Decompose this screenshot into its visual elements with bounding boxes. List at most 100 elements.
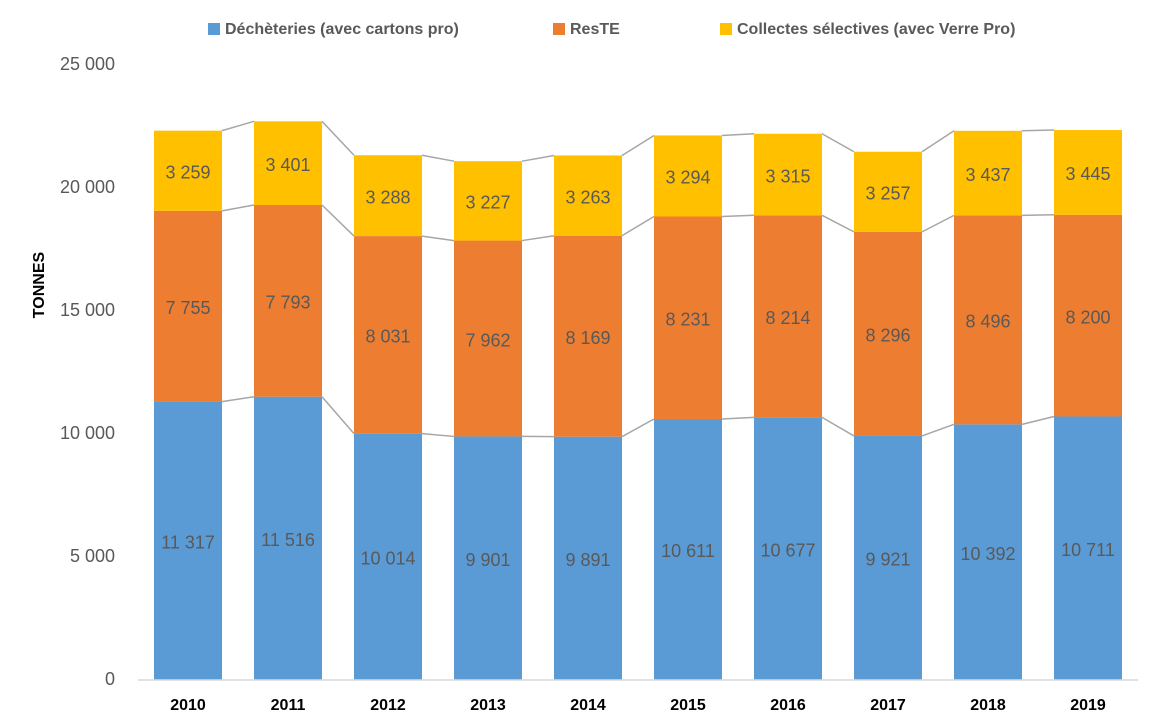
data-label: 10 392 bbox=[960, 544, 1015, 564]
series-line bbox=[321, 204, 355, 237]
bar-segment bbox=[854, 151, 922, 232]
x-tick-label: 2010 bbox=[170, 697, 206, 714]
series-line bbox=[521, 154, 555, 162]
series-line bbox=[621, 418, 655, 438]
series-line bbox=[321, 120, 355, 156]
bar-segment bbox=[654, 418, 722, 680]
x-tick-label: 2017 bbox=[870, 697, 906, 714]
series-line bbox=[1021, 129, 1055, 132]
series-line bbox=[221, 395, 255, 403]
bar-segment bbox=[454, 436, 522, 680]
series-line bbox=[521, 234, 555, 242]
bar-segment bbox=[1054, 416, 1122, 680]
bar-segment bbox=[154, 210, 222, 402]
data-label: 8 496 bbox=[965, 312, 1010, 332]
data-label: 3 263 bbox=[565, 187, 610, 207]
series-line bbox=[321, 396, 355, 435]
bar-segment bbox=[454, 161, 522, 241]
data-label: 3 259 bbox=[165, 162, 210, 182]
series-line bbox=[821, 214, 855, 233]
data-label: 3 227 bbox=[465, 193, 510, 213]
x-tick-label: 2015 bbox=[670, 697, 706, 714]
series-line bbox=[621, 134, 655, 157]
data-label: 8 231 bbox=[665, 309, 710, 329]
series-line bbox=[421, 154, 455, 162]
series-line bbox=[921, 130, 955, 153]
legend-label: Déchèteries (avec cartons pro) bbox=[225, 21, 459, 38]
bar-segment bbox=[554, 235, 622, 437]
data-label: 9 921 bbox=[865, 550, 910, 570]
legend-label: Collectes sélectives (avec Verre Pro) bbox=[737, 21, 1015, 38]
bar-segment bbox=[1054, 214, 1122, 417]
series-line bbox=[921, 423, 955, 437]
data-label: 3 437 bbox=[965, 165, 1010, 185]
series-line bbox=[421, 235, 455, 242]
bar-segment bbox=[754, 215, 822, 418]
x-tick-label: 2011 bbox=[271, 697, 306, 714]
bar-segment bbox=[754, 417, 822, 680]
bar-segment bbox=[354, 236, 422, 434]
series-line bbox=[221, 120, 255, 132]
x-tick-label: 2018 bbox=[970, 697, 1006, 714]
data-label: 8 214 bbox=[765, 308, 810, 328]
series-line bbox=[421, 432, 455, 438]
series-line bbox=[821, 133, 855, 153]
legend-swatch bbox=[553, 23, 565, 35]
y-tick-label: 25 000 bbox=[60, 54, 115, 74]
data-label: 10 611 bbox=[661, 541, 715, 561]
data-label: 10 677 bbox=[760, 540, 815, 560]
y-tick-label: 10 000 bbox=[60, 423, 115, 443]
data-label: 3 257 bbox=[865, 184, 910, 204]
bar-segment bbox=[554, 155, 622, 236]
bar-segment bbox=[954, 424, 1022, 680]
bar-segment bbox=[154, 401, 222, 680]
series-line bbox=[221, 204, 255, 212]
bar-segment bbox=[254, 396, 322, 680]
x-tick-label: 2013 bbox=[470, 697, 506, 714]
data-label: 8 200 bbox=[1065, 307, 1110, 327]
data-label: 7 793 bbox=[265, 293, 310, 313]
data-label: 7 962 bbox=[465, 330, 510, 350]
bar-segment bbox=[354, 155, 422, 237]
data-label: 3 294 bbox=[665, 168, 710, 188]
data-label: 9 901 bbox=[465, 550, 510, 570]
bar-segment bbox=[254, 204, 322, 397]
data-label: 8 169 bbox=[565, 328, 610, 348]
data-label: 11 317 bbox=[161, 533, 215, 553]
data-label: 11 516 bbox=[261, 530, 315, 550]
x-tick-label: 2019 bbox=[1070, 697, 1106, 714]
data-label: 3 401 bbox=[265, 155, 310, 175]
bar-segment bbox=[1054, 130, 1122, 215]
bar-segment bbox=[354, 433, 422, 680]
series-line bbox=[1021, 415, 1055, 426]
y-tick-label: 5 000 bbox=[70, 546, 115, 566]
y-axis-label: TONNES bbox=[31, 251, 48, 318]
y-tick-label: 20 000 bbox=[60, 177, 115, 197]
y-tick-label: 15 000 bbox=[60, 300, 115, 320]
x-tick-label: 2014 bbox=[570, 697, 606, 714]
series-line bbox=[821, 416, 855, 437]
series-line bbox=[1021, 214, 1055, 217]
x-tick-label: 2012 bbox=[370, 697, 406, 714]
data-label: 8 296 bbox=[865, 326, 910, 346]
data-label: 3 288 bbox=[365, 187, 410, 207]
data-label: 8 031 bbox=[365, 327, 410, 347]
data-label: 10 711 bbox=[1061, 540, 1115, 560]
series-line bbox=[621, 215, 655, 237]
bar-segment bbox=[554, 436, 622, 680]
bar-segment bbox=[254, 121, 322, 205]
legend-label: ResTE bbox=[570, 21, 620, 38]
legend-swatch bbox=[720, 23, 732, 35]
data-label: 7 755 bbox=[165, 298, 210, 318]
bar-segment bbox=[654, 135, 722, 217]
series-line bbox=[721, 416, 755, 420]
bar-segment bbox=[954, 130, 1022, 216]
bar-segment bbox=[854, 435, 922, 680]
y-tick-label: 0 bbox=[105, 669, 115, 689]
series-line bbox=[721, 214, 755, 218]
series-line bbox=[721, 132, 755, 137]
bar-segment bbox=[654, 216, 722, 419]
bar-segment bbox=[754, 133, 822, 216]
data-label: 3 445 bbox=[1065, 164, 1110, 184]
series-line bbox=[921, 214, 955, 233]
